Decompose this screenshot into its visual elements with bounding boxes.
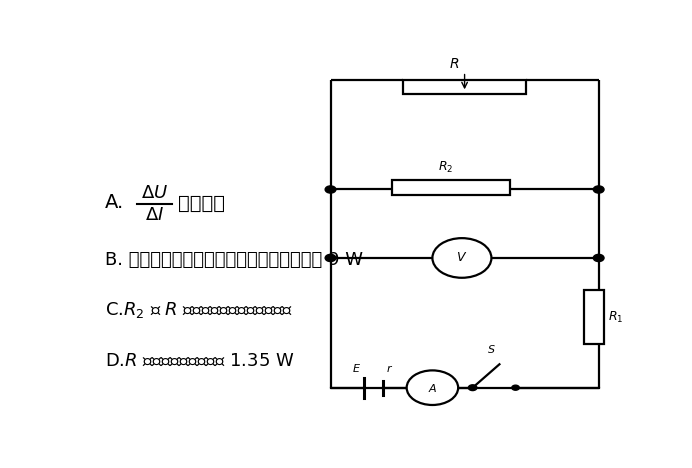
Circle shape xyxy=(325,255,336,262)
Circle shape xyxy=(512,385,519,390)
Text: $R$: $R$ xyxy=(448,57,459,71)
Text: $r$: $r$ xyxy=(385,363,393,374)
Circle shape xyxy=(468,385,477,391)
Text: $A$: $A$ xyxy=(428,382,437,394)
Circle shape xyxy=(407,370,458,405)
Text: $V$: $V$ xyxy=(456,251,468,264)
Text: $R_2$: $R_2$ xyxy=(438,160,453,175)
Bar xyxy=(584,290,604,344)
Text: $\Delta I$: $\Delta I$ xyxy=(145,206,165,224)
Text: B. 电源的输出功率先增大后减小，最大值为 9 W: B. 电源的输出功率先增大后减小，最大值为 9 W xyxy=(105,251,363,269)
Text: $\Delta U$: $\Delta U$ xyxy=(141,184,168,202)
Circle shape xyxy=(593,186,604,193)
Circle shape xyxy=(593,255,604,262)
Text: D.$R$ 消耗功率的最大值为 1.35 W: D.$R$ 消耗功率的最大值为 1.35 W xyxy=(105,351,295,370)
Text: $R_1$: $R_1$ xyxy=(608,310,623,325)
Circle shape xyxy=(432,238,491,278)
Text: $E$: $E$ xyxy=(352,362,361,374)
Circle shape xyxy=(325,186,336,193)
Bar xyxy=(403,80,527,94)
Text: 逐渐增大: 逐渐增大 xyxy=(178,194,225,213)
Bar xyxy=(392,181,510,195)
Text: A.: A. xyxy=(105,193,125,212)
Text: C.$R_2$ 和 $R$ 消耗的总功率先增大后减小: C.$R_2$ 和 $R$ 消耗的总功率先增大后减小 xyxy=(105,300,293,320)
Text: $S$: $S$ xyxy=(487,343,495,355)
